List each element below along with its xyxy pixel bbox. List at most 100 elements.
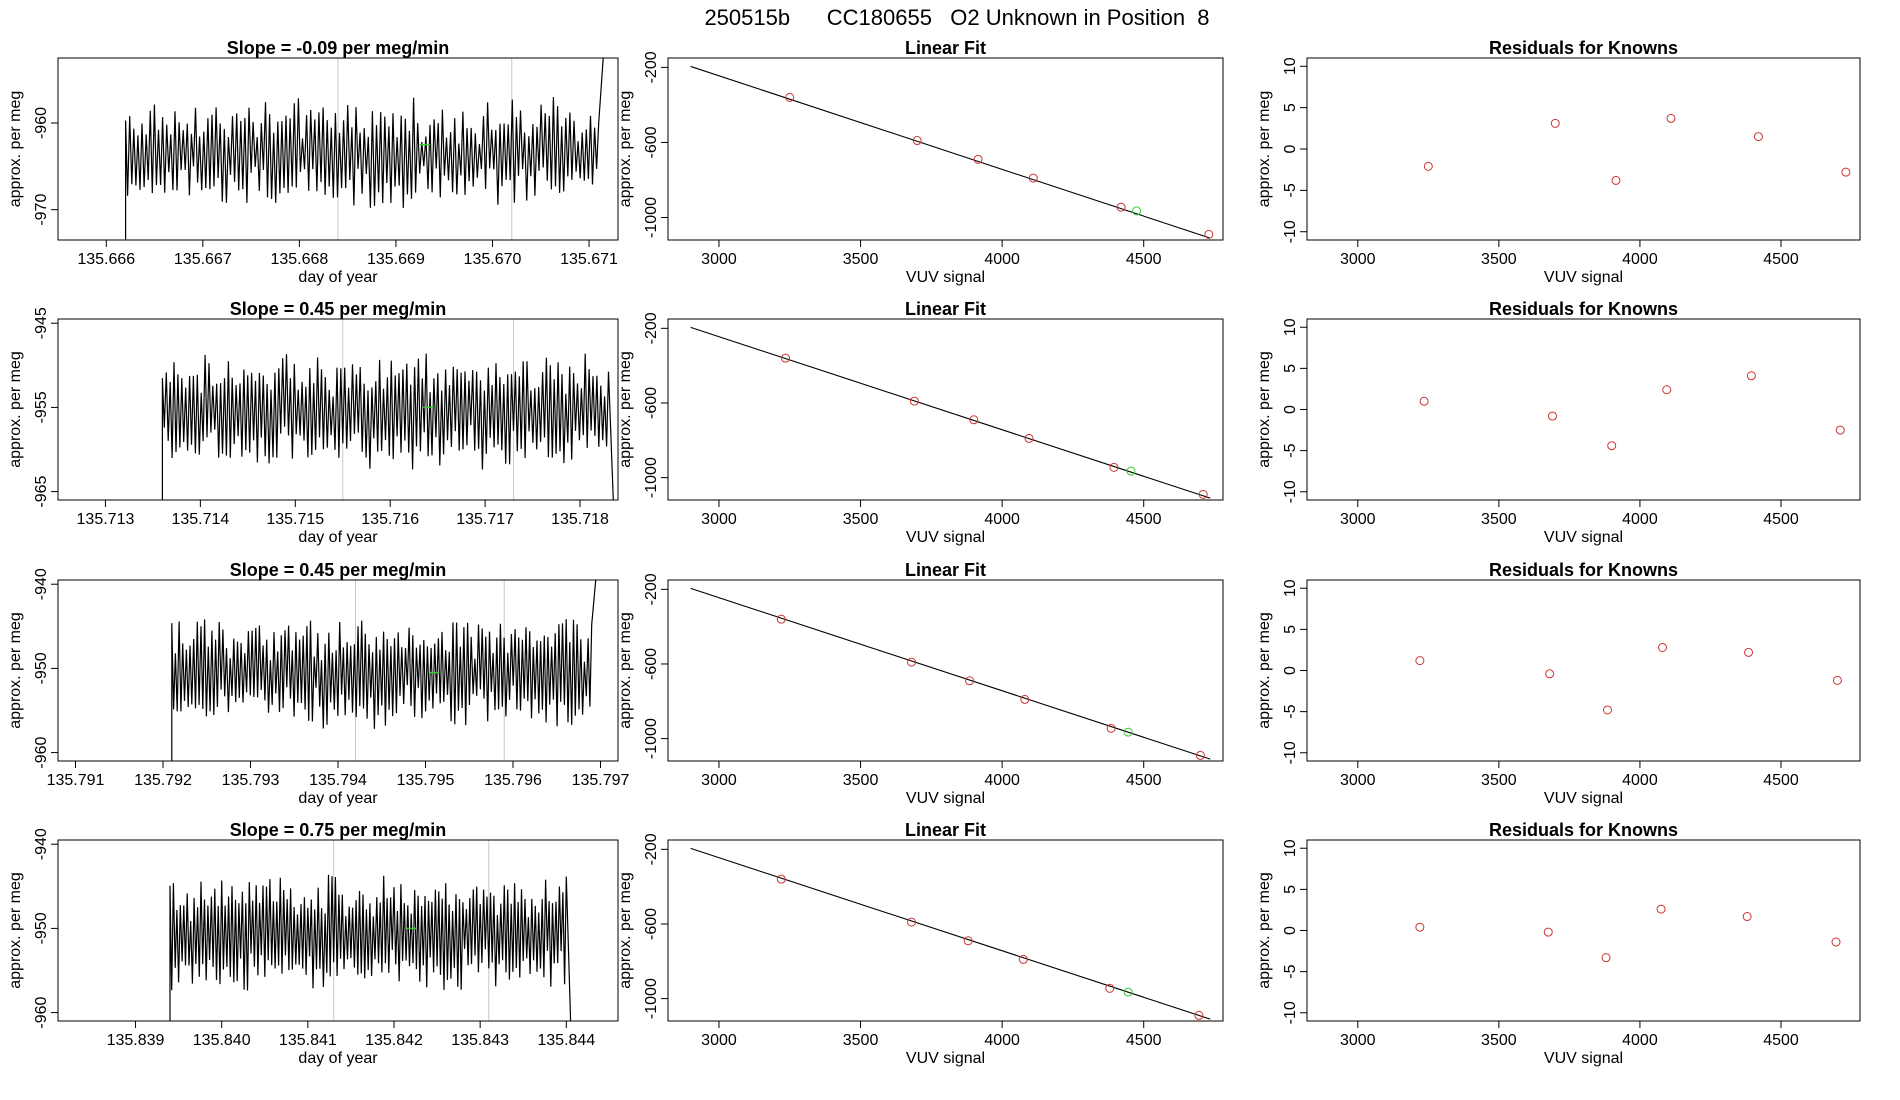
timeseries-panel-row-2: Slope = 0.45 per meg/min 135.713 135.714 13… xyxy=(7,299,619,546)
data-trace-line xyxy=(161,353,614,500)
residual-point xyxy=(1543,927,1553,937)
x-tick-label: 3500 xyxy=(1481,511,1517,528)
x-tick-label: 135.794 xyxy=(309,772,367,789)
y-axis-label: approx. per meg xyxy=(617,91,634,208)
residual-point xyxy=(1547,411,1557,421)
residual-point xyxy=(1662,385,1672,395)
x-axis-label: VUV signal xyxy=(1544,1050,1623,1067)
x-tick-label: 135.843 xyxy=(451,1032,509,1049)
x-axis-label: day of year xyxy=(298,1050,378,1067)
residual-point xyxy=(1656,904,1666,914)
x-tick-label: 135.716 xyxy=(361,511,419,528)
y-tick-label: 5 xyxy=(1282,103,1299,112)
x-tick-label: 135.791 xyxy=(47,772,105,789)
y-tick-label: -1000 xyxy=(643,978,660,1019)
plot-frame xyxy=(1306,839,1861,1022)
x-tick-label: 135.844 xyxy=(537,1032,595,1049)
x-axis-label: VUV signal xyxy=(1544,269,1623,286)
x-tick-label: 135.715 xyxy=(266,511,324,528)
y-tick-label: 10 xyxy=(1282,57,1299,75)
x-tick-label: 135.667 xyxy=(174,251,232,268)
residual-point xyxy=(1423,161,1433,171)
x-tick-label: 135.795 xyxy=(397,772,455,789)
residual-point xyxy=(1545,669,1555,679)
residual-point xyxy=(1753,132,1763,142)
y-tick-label: -5 xyxy=(1282,704,1299,718)
y-tick-label: -200 xyxy=(643,51,660,83)
plot-frame xyxy=(1306,579,1861,762)
panel-grid: Slope = -0.09 per meg/min 135.666 135.667 1… xyxy=(7,38,1861,1067)
x-tick-label: 3500 xyxy=(843,511,879,528)
fit-panel-row-2: Linear Fit 3000 3500 4000 4500 -200 -600 -1000 V… xyxy=(617,299,1224,546)
x-tick-label: 4000 xyxy=(984,772,1020,789)
y-tick-label: 10 xyxy=(1282,839,1299,857)
y-axis-label: approx. per meg xyxy=(1256,612,1273,729)
panel-title: Residuals for Knowns xyxy=(1489,560,1678,580)
y-tick-label: -950 xyxy=(33,912,50,944)
residuals-panel-row-3: Residuals for Knowns 3000 3500 4000 4500 10 5 0… xyxy=(1256,560,1861,807)
x-tick-label: 135.840 xyxy=(193,1032,251,1049)
x-tick-label: 135.669 xyxy=(367,251,425,268)
x-tick-label: 4500 xyxy=(1763,1032,1799,1049)
plot-data xyxy=(690,847,1211,1020)
plot-data xyxy=(171,580,597,761)
known-point xyxy=(1194,1010,1204,1020)
y-tick-label: 5 xyxy=(1282,625,1299,634)
plot-frame xyxy=(57,839,619,1022)
y-tick-label: -200 xyxy=(643,312,660,344)
residual-point xyxy=(1415,656,1425,666)
x-tick-label: 4500 xyxy=(1126,511,1162,528)
y-tick-label: -10 xyxy=(1282,741,1299,764)
x-tick-label: 3000 xyxy=(1340,772,1376,789)
x-tick-label: 3000 xyxy=(701,251,737,268)
known-point xyxy=(1105,983,1115,993)
x-tick-label: 4500 xyxy=(1763,251,1799,268)
x-tick-label: 4000 xyxy=(1622,772,1658,789)
x-tick-label: 135.717 xyxy=(456,511,514,528)
y-tick-label: -955 xyxy=(33,391,50,423)
y-axis-label: approx. per meg xyxy=(7,612,24,729)
panel-title: Slope = 0.75 per meg/min xyxy=(230,820,447,840)
x-tick-label: 4000 xyxy=(1622,251,1658,268)
residual-point xyxy=(1744,647,1754,657)
known-point xyxy=(1020,694,1030,704)
x-tick-label: 135.796 xyxy=(484,772,542,789)
data-trace-line xyxy=(124,58,604,240)
y-tick-label: -600 xyxy=(643,387,660,419)
y-axis-label: approx. per meg xyxy=(1256,91,1273,208)
y-axis-label: approx. per meg xyxy=(1256,872,1273,989)
y-tick-label: 5 xyxy=(1282,885,1299,894)
y-axis-label: approx. per meg xyxy=(7,351,24,468)
plot-data xyxy=(1415,904,1841,963)
known-point xyxy=(965,676,975,686)
fit-panel-row-4: Linear Fit 3000 3500 4000 4500 -200 -600 -1000 V… xyxy=(617,820,1224,1067)
known-point xyxy=(973,154,983,164)
y-tick-label: -960 xyxy=(33,107,50,139)
known-point xyxy=(1106,723,1116,733)
y-tick-label: 0 xyxy=(1282,926,1299,935)
y-tick-label: -10 xyxy=(1282,1001,1299,1024)
residual-point xyxy=(1601,953,1611,963)
y-tick-label: -1000 xyxy=(643,457,660,498)
y-tick-label: -200 xyxy=(643,573,660,605)
x-axis-label: VUV signal xyxy=(906,790,985,807)
known-point xyxy=(909,396,919,406)
panel-title: Residuals for Knowns xyxy=(1489,820,1678,840)
known-point xyxy=(1204,229,1214,239)
x-tick-label: 135.797 xyxy=(572,772,630,789)
x-tick-label: 4500 xyxy=(1126,251,1162,268)
x-tick-label: 135.713 xyxy=(77,511,135,528)
y-tick-label: -945 xyxy=(33,307,50,339)
x-tick-label: 135.671 xyxy=(560,251,618,268)
x-axis-label: VUV signal xyxy=(906,529,985,546)
y-tick-label: 5 xyxy=(1282,364,1299,373)
plot-data xyxy=(1419,371,1845,451)
x-tick-label: 3500 xyxy=(1481,251,1517,268)
panel-title: Slope = 0.45 per meg/min xyxy=(230,299,447,319)
known-point xyxy=(1018,954,1028,964)
x-tick-label: 135.841 xyxy=(279,1032,337,1049)
known-point xyxy=(907,657,917,667)
plot-frame xyxy=(57,579,619,762)
plot-frame xyxy=(57,57,619,241)
